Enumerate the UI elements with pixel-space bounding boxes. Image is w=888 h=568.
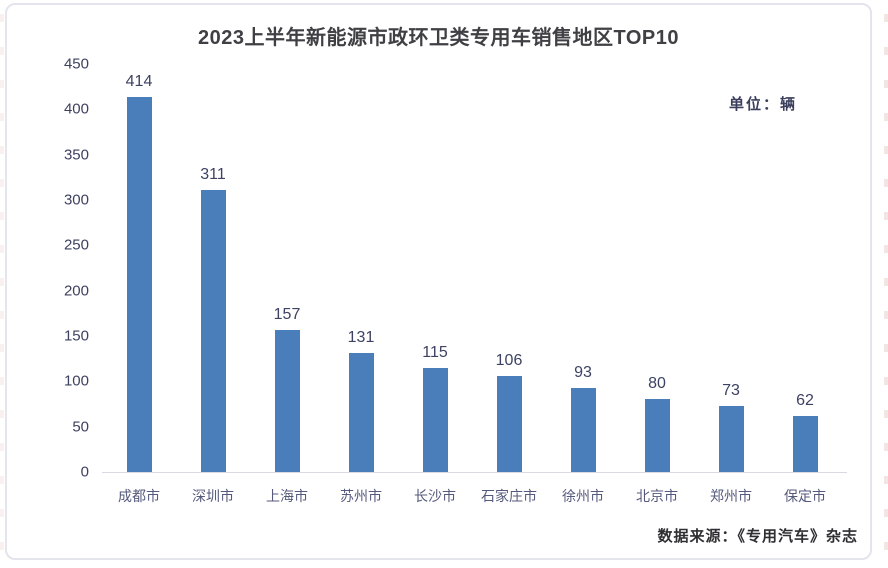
bar <box>274 329 300 472</box>
x-tick-label: 北京市 <box>636 488 678 504</box>
bar-value-label: 131 <box>347 329 375 347</box>
x-tick-label: 苏州市 <box>340 488 382 504</box>
y-tick-label: 400 <box>63 100 89 118</box>
x-tick-label: 石家庄市 <box>481 488 537 504</box>
bar-value-label: 157 <box>273 305 301 323</box>
bar-value-label: 62 <box>796 391 814 409</box>
y-tick-label: 100 <box>63 372 89 390</box>
x-tick-label: 徐州市 <box>562 488 604 504</box>
bar-value-label: 414 <box>125 72 153 90</box>
y-tick-label: 250 <box>63 236 89 254</box>
bar <box>496 375 522 472</box>
bar <box>570 387 596 472</box>
bar-value-label: 106 <box>495 351 523 369</box>
y-tick-label: 350 <box>63 146 89 164</box>
bar-value-label: 73 <box>722 381 740 399</box>
bar <box>348 353 374 472</box>
left-edge-artifact-marks <box>0 0 4 568</box>
x-tick-label: 长沙市 <box>414 488 456 504</box>
chart-title: 2023上半年新能源市政环卫类专用车销售地区TOP10 <box>198 27 679 49</box>
data-source-note: 数据来源：《专用汽车》杂志 <box>657 528 858 545</box>
y-tick-label: 200 <box>63 282 89 300</box>
bar <box>644 399 670 472</box>
y-tick-label: 0 <box>80 463 89 481</box>
x-tick-label: 深圳市 <box>192 488 234 504</box>
bar-value-label: 311 <box>200 166 226 184</box>
right-edge-artifact-marks <box>884 0 888 568</box>
bar <box>126 96 152 472</box>
x-tick-label: 郑州市 <box>710 488 752 504</box>
bar <box>718 405 744 472</box>
bar <box>792 415 818 472</box>
bar-value-label: 80 <box>648 375 666 393</box>
y-tick-label: 150 <box>63 327 89 345</box>
x-tick-label: 上海市 <box>266 488 308 504</box>
x-tick-label: 保定市 <box>784 488 826 504</box>
y-tick-label: 50 <box>72 418 89 436</box>
y-tick-label: 300 <box>63 191 89 209</box>
chart-card: 2023上半年新能源市政环卫类专用车销售地区TOP10 单位：辆 0 50 100 1… <box>5 3 872 560</box>
x-tick-label: 成都市 <box>118 488 160 504</box>
bar <box>200 190 226 472</box>
unit-label: 单位：辆 <box>728 96 797 113</box>
plot-area: 0 50 100 150 200 250 300 350 400 450 414 成都市 311 深圳市 1… <box>64 57 847 503</box>
bar-value-label: 93 <box>574 363 592 381</box>
bar <box>422 367 448 472</box>
bar-value-label: 115 <box>422 343 448 361</box>
y-tick-label: 450 <box>63 55 89 73</box>
